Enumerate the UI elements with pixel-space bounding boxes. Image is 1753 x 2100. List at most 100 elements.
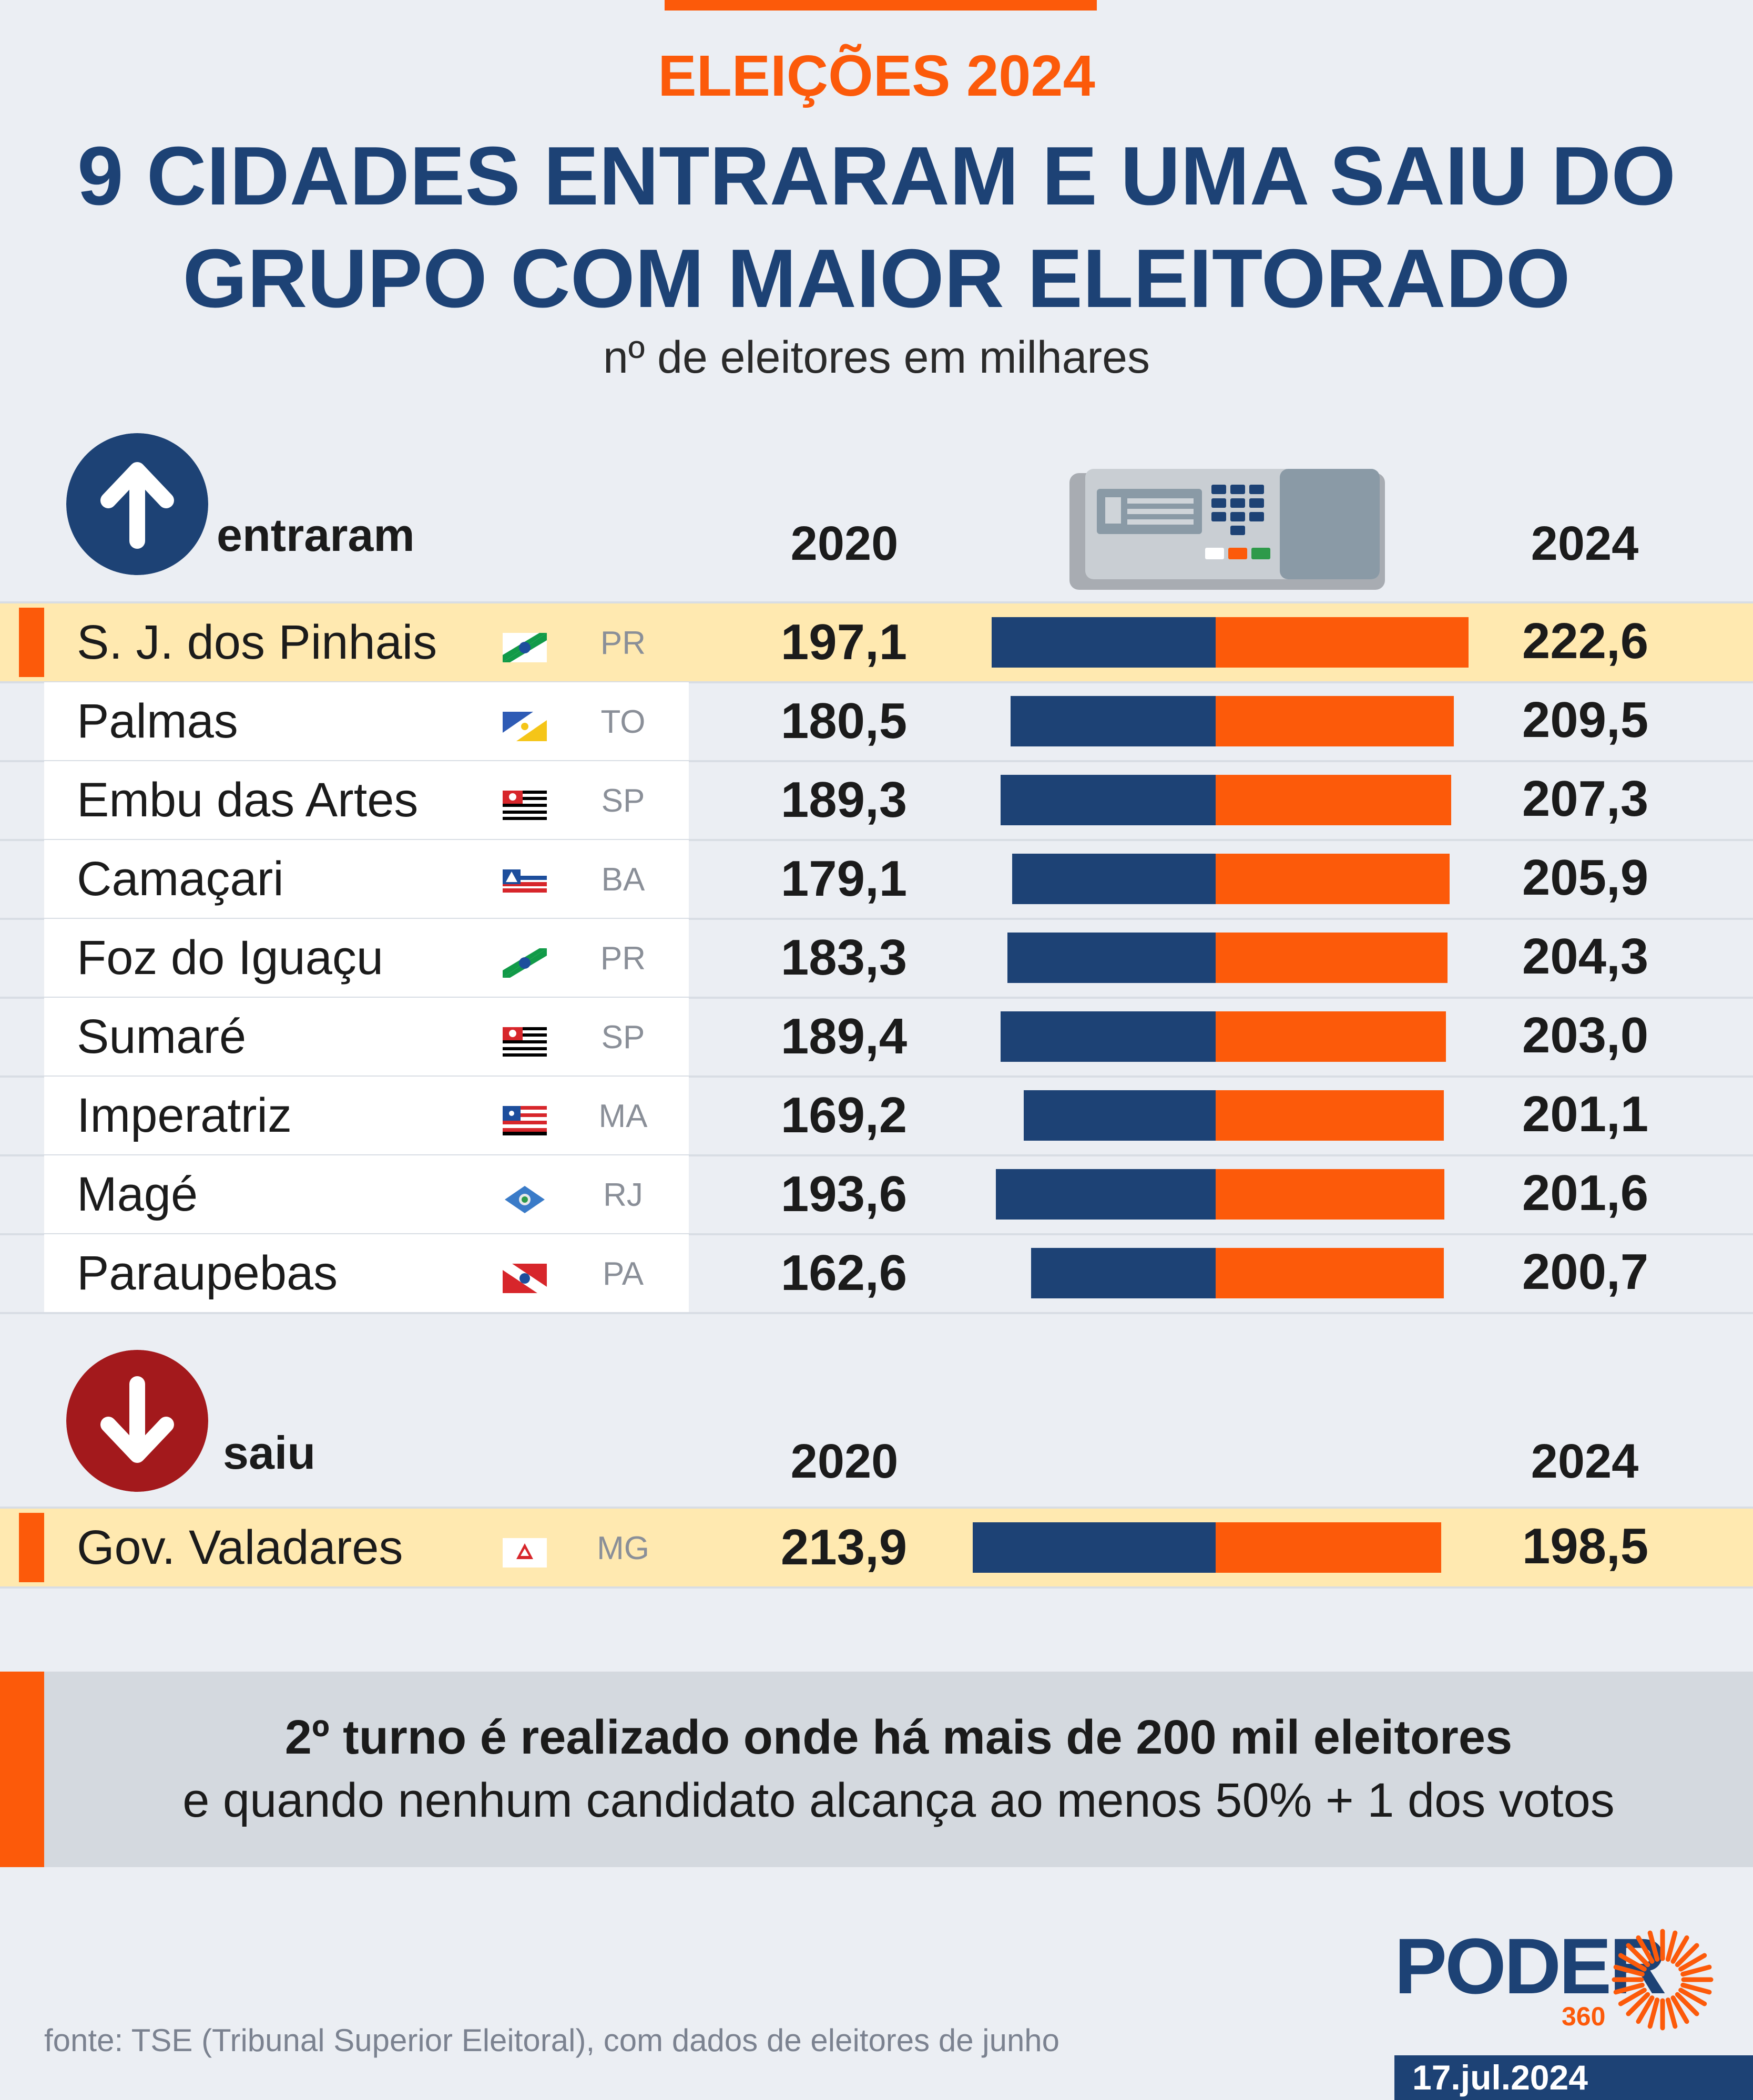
bar-2024 (1216, 1011, 1446, 1062)
state-code: RJ (603, 1177, 643, 1213)
row-name-cell (44, 998, 689, 1075)
row-name-cell (44, 1077, 689, 1154)
flag-mg-icon (503, 1538, 547, 1568)
row-name-cell (44, 919, 689, 997)
city-name: S. J. dos Pinhais (77, 616, 437, 669)
value-2024-label: 200,7 (1522, 1244, 1649, 1300)
value-2020-label: 180,5 (780, 693, 908, 749)
row-separator (0, 1075, 1753, 1078)
city-name: Embu das Artes (77, 773, 419, 827)
table-row: Imperatriz MA 169,2 201,1 (0, 1077, 1753, 1154)
table-row: Foz do Iguaçu PR 183,3 204,3 (0, 919, 1753, 997)
value-2024-label: 198,5 (1522, 1518, 1649, 1574)
table-row: Camaçari BA 179,1 205,9 (0, 840, 1753, 918)
value-2020-label: 213,9 (780, 1519, 908, 1575)
value-2024-label: 207,3 (1522, 771, 1649, 827)
flag-pa-icon (503, 1264, 547, 1293)
value-2020-label: 162,6 (780, 1245, 908, 1301)
flag-ba-icon (503, 869, 547, 899)
value-2020-label: 183,3 (780, 929, 908, 986)
row-separator (0, 1154, 1753, 1156)
value-2020-label: 169,2 (780, 1087, 908, 1143)
section-label-entered: entraram (217, 509, 415, 561)
separator (0, 601, 1753, 603)
row-accent (19, 608, 44, 677)
table-row: Sumaré SP 189,4 203,0 (0, 998, 1753, 1075)
logo-sub: 360 (1562, 2002, 1606, 2031)
row-separator (0, 1233, 1753, 1235)
row-separator (0, 681, 1753, 683)
arrow-up-icon (66, 433, 208, 575)
bar-2020 (1031, 1248, 1216, 1298)
flag-sp-icon (503, 1027, 547, 1057)
bar-2024 (1216, 1248, 1444, 1298)
city-name: Sumaré (77, 1010, 247, 1063)
state-code: MG (597, 1530, 649, 1566)
bar-2020 (1007, 933, 1216, 983)
note-box: 2º turno é realizado onde há mais de 200… (0, 1672, 1753, 1867)
state-code: SP (601, 783, 645, 819)
date-badge: 17.jul.2024 (1394, 2055, 1753, 2100)
table-row: Gov. Valadares MG 213,9 198,5 (0, 1509, 1753, 1586)
bar-2020 (1000, 1011, 1216, 1062)
value-2024-label: 209,5 (1522, 692, 1649, 748)
state-code: PA (602, 1256, 644, 1292)
flag-rj-icon (503, 1185, 547, 1214)
source-note: fonte: TSE (Tribunal Superior Eleitoral)… (44, 2023, 1060, 2058)
poder360-logo: PODER 360 (1394, 1924, 1716, 2045)
subtitle: nº de eleitores em milhares (603, 332, 1150, 383)
value-2024-label: 201,1 (1522, 1086, 1649, 1142)
value-2024-label: 205,9 (1522, 849, 1649, 906)
year-right-left: 2024 (1531, 1435, 1639, 1488)
arrow-down-icon (66, 1350, 208, 1492)
year-left-left: 2020 (790, 1435, 899, 1488)
bar-2020 (972, 1522, 1216, 1573)
city-name: Palmas (77, 694, 238, 748)
row-name-cell (44, 682, 689, 760)
flag-pr-icon (503, 633, 547, 662)
state-code: SP (601, 1019, 645, 1056)
section-label-left: saiu (223, 1427, 316, 1479)
value-2024-label: 222,6 (1522, 613, 1649, 669)
flag-pr-icon (503, 948, 547, 978)
table-row: Palmas TO 180,5 209,5 (0, 682, 1753, 760)
bar-2020 (1023, 1090, 1216, 1141)
bar-2020 (995, 1169, 1216, 1220)
value-2020-label: 189,4 (780, 1008, 908, 1064)
row-separator (0, 760, 1753, 762)
value-2024-label: 201,6 (1522, 1165, 1649, 1221)
flag-to-icon (503, 712, 547, 741)
top-accent-bar (665, 0, 1097, 11)
bar-2024 (1216, 933, 1448, 983)
bar-2020 (1012, 854, 1216, 904)
row-separator (0, 1586, 1753, 1589)
row-name-cell (44, 1234, 689, 1312)
value-2020-label: 197,1 (780, 614, 908, 670)
note-accent (0, 1672, 44, 1867)
bar-2024 (1216, 1522, 1441, 1573)
year-left-entered: 2020 (790, 517, 899, 570)
bar-2020 (1001, 775, 1216, 825)
table-row: S. J. dos Pinhais PR 197,1 222,6 (0, 603, 1753, 681)
city-name: Imperatriz (77, 1089, 292, 1142)
row-separator (0, 1312, 1753, 1314)
table-row: Embu das Artes SP 189,3 207,3 (0, 761, 1753, 839)
sun-icon (1612, 1929, 1714, 2031)
value-2024-label: 203,0 (1522, 1007, 1649, 1063)
city-name: Camaçari (77, 852, 284, 906)
value-2024-label: 204,3 (1522, 928, 1649, 985)
bar-2020 (1011, 696, 1216, 746)
state-code: PR (600, 940, 646, 977)
row-separator (0, 997, 1753, 999)
city-name: Paraupebas (77, 1246, 338, 1300)
bar-2024 (1216, 1090, 1444, 1141)
state-code: BA (601, 862, 645, 898)
note-line-1: 2º turno é realizado onde há mais de 200… (284, 1710, 1513, 1764)
bar-2024 (1216, 617, 1469, 668)
logo-text: PODER (1394, 1922, 1666, 2010)
flag-ma-icon (503, 1106, 547, 1135)
table-row: Paraupebas PA 162,6 200,7 (0, 1234, 1753, 1312)
state-code: MA (598, 1098, 648, 1134)
row-name-cell (44, 840, 689, 918)
flag-sp-icon (503, 791, 547, 820)
